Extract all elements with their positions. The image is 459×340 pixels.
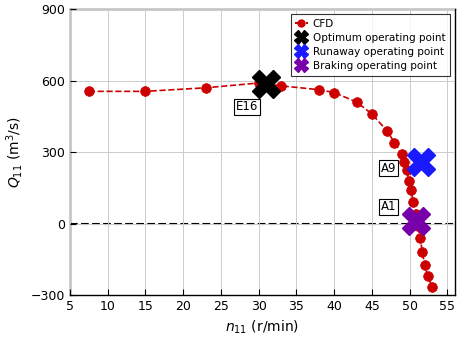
Y-axis label: $Q_{11}$ (m$^3$/s): $Q_{11}$ (m$^3$/s) (4, 116, 25, 188)
Legend: CFD, Optimum operating point, Runaway operating point, Braking operating point: CFD, Optimum operating point, Runaway op… (290, 14, 448, 75)
Text: A1: A1 (380, 201, 396, 214)
Text: A9: A9 (380, 162, 396, 175)
Text: E16: E16 (235, 100, 258, 114)
X-axis label: $n_{11}$ (r/min): $n_{11}$ (r/min) (225, 319, 299, 336)
